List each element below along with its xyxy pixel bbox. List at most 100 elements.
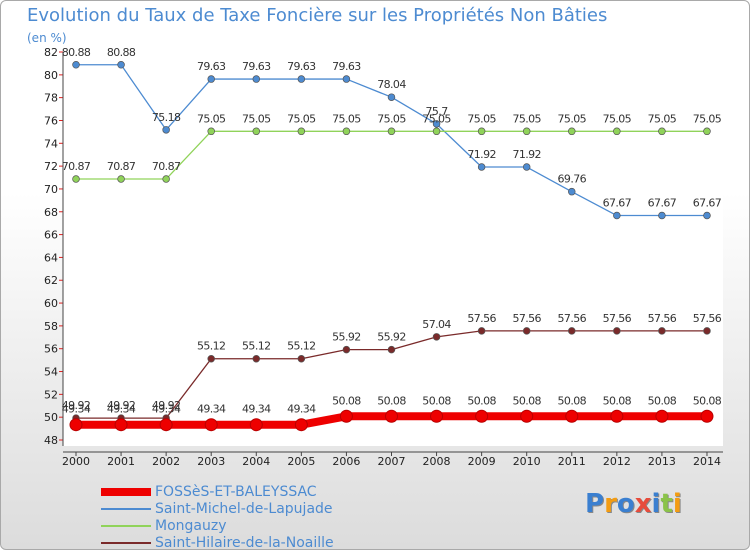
y-tick-label: 70 [44, 183, 58, 196]
data-label: 57.56 [693, 312, 722, 325]
data-label: 57.56 [558, 312, 587, 325]
data-point [568, 327, 576, 335]
y-tick-label: 60 [44, 297, 58, 310]
data-point [703, 327, 711, 335]
data-point [252, 75, 261, 83]
data-label: 49.92 [107, 399, 136, 412]
data-point [207, 354, 215, 363]
data-label: 75.18 [152, 111, 181, 124]
chart-title: Evolution du Taux de Taxe Foncière sur l… [27, 5, 608, 26]
data-point [477, 327, 486, 335]
data-label: 55.12 [242, 340, 271, 353]
data-label: 49.34 [287, 403, 316, 416]
x-tick-label: 2009 [468, 455, 496, 468]
logo-letter: r [604, 489, 617, 519]
data-label: 57.56 [648, 312, 677, 325]
data-point [117, 175, 125, 183]
data-label: 75.05 [693, 112, 722, 125]
data-label: 75.05 [332, 112, 361, 125]
logo-letter: x [634, 489, 652, 519]
data-label: 70.87 [107, 160, 136, 173]
data-point [297, 354, 306, 363]
logo-letter: i [651, 489, 661, 519]
x-tick-label: 2002 [152, 455, 180, 468]
data-label: 57.56 [603, 312, 632, 325]
logo-letter: o [616, 489, 635, 519]
data-point [159, 418, 173, 432]
data-label: 50.08 [693, 394, 722, 407]
x-tick-label: 2000 [62, 455, 90, 468]
data-point [207, 75, 215, 83]
y-tick-label: 74 [44, 137, 58, 150]
data-label: 49.34 [242, 403, 271, 416]
legend-label: Saint-Hilaire-de-la-Noaille [155, 535, 334, 550]
data-point [342, 75, 351, 83]
data-point [252, 354, 261, 363]
data-point [387, 127, 396, 136]
data-point [342, 127, 351, 136]
data-point [610, 409, 624, 423]
data-label: 50.08 [648, 394, 677, 407]
data-point [249, 418, 263, 432]
data-label: 79.63 [242, 60, 271, 73]
legend-label: Saint-Michel-de-Lapujade [155, 501, 333, 517]
x-tick-label: 2003 [197, 455, 225, 468]
data-label: 50.08 [332, 394, 361, 407]
data-label: 49.34 [62, 403, 91, 416]
data-label: 75.05 [467, 112, 496, 125]
data-label: 71.92 [467, 148, 496, 161]
data-point [339, 409, 353, 423]
y-tick-label: 82 [44, 46, 58, 59]
logo-letter: P [585, 489, 605, 519]
data-label: 55.12 [287, 340, 316, 353]
data-point [117, 61, 125, 69]
data-label: 49.34 [152, 403, 181, 416]
x-tick-label: 2004 [242, 455, 270, 468]
data-point [475, 409, 489, 423]
proxiti-logo: Proxiti [585, 489, 682, 519]
data-point [297, 75, 306, 83]
data-point [703, 127, 711, 136]
x-tick-label: 2005 [287, 455, 315, 468]
data-point [568, 187, 576, 196]
data-point [520, 409, 534, 423]
data-point [658, 127, 666, 136]
y-tick-label: 68 [44, 206, 58, 219]
data-point [658, 211, 666, 220]
data-label: 75.05 [512, 112, 541, 125]
x-tick-label: 2014 [693, 455, 721, 468]
data-point [387, 93, 396, 101]
legend-swatch [101, 542, 151, 544]
legend-swatch [101, 525, 151, 527]
data-label: 70.87 [152, 160, 181, 173]
data-label: 55.92 [377, 331, 406, 344]
data-point [297, 127, 306, 136]
data-label: 50.08 [558, 394, 587, 407]
data-label: 49.92 [152, 399, 181, 412]
y-axis-unit: (en %) [27, 31, 67, 45]
data-point [613, 327, 621, 335]
data-label: 55.92 [332, 331, 361, 344]
data-label: 79.63 [332, 60, 361, 73]
x-tick-label: 2006 [332, 455, 360, 468]
data-point [522, 327, 531, 335]
data-label: 49.34 [107, 403, 136, 416]
data-label: 80.88 [62, 46, 91, 59]
x-tick-label: 2013 [648, 455, 676, 468]
data-label: 49.92 [62, 399, 91, 412]
data-label: 75.7 [426, 105, 449, 118]
y-tick-label: 78 [44, 92, 58, 105]
data-label: 50.08 [422, 394, 451, 407]
y-tick-label: 62 [44, 274, 58, 287]
y-tick-label: 64 [44, 251, 58, 264]
data-point [72, 175, 80, 183]
data-label: 49.34 [197, 403, 226, 416]
data-label: 75.05 [603, 112, 632, 125]
data-label: 50.08 [512, 394, 541, 407]
data-label: 75.05 [422, 112, 451, 125]
data-point [69, 418, 83, 432]
data-label: 75.05 [197, 112, 226, 125]
data-point [613, 127, 621, 136]
data-label: 71.92 [512, 148, 541, 161]
